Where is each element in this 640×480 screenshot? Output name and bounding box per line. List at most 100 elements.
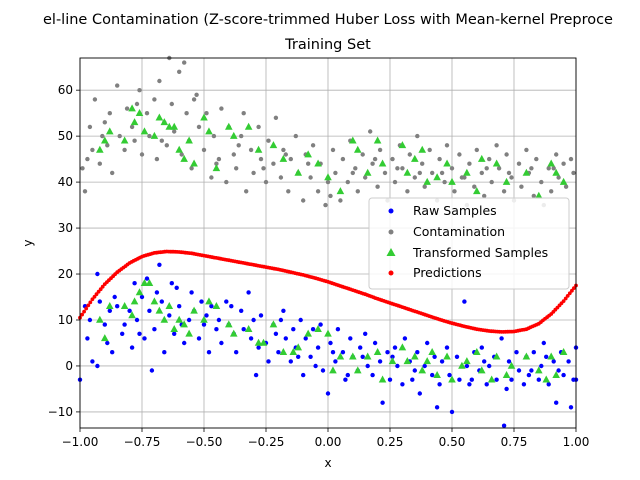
raw-samples-point [90, 359, 95, 364]
x-tick-label: 1.00 [563, 435, 590, 449]
transformed-samples-point [269, 141, 278, 149]
chart-title-line1: el-line Contamination (Z-score-trimmed H… [43, 12, 613, 28]
contamination-point [350, 170, 355, 176]
transformed-samples-point [542, 375, 551, 383]
transformed-samples-point [559, 177, 568, 185]
contamination-point [472, 184, 477, 189]
raw-samples-point [283, 336, 288, 341]
raw-samples-point [246, 290, 251, 295]
transformed-samples-point [477, 366, 486, 374]
contamination-point [554, 152, 559, 157]
transformed-samples-point [259, 338, 268, 346]
raw-samples-point [209, 304, 214, 309]
transformed-samples-point [120, 136, 129, 144]
raw-samples-point [251, 317, 256, 323]
contamination-point [105, 143, 110, 148]
raw-samples-point [521, 382, 527, 387]
transformed-samples-point [160, 118, 169, 126]
contamination-point [132, 138, 137, 143]
raw-samples-point [315, 345, 321, 350]
predictions-point [567, 291, 572, 296]
legend-marker-raw-samples [388, 208, 394, 214]
raw-samples-point [152, 327, 157, 332]
contamination-point [117, 133, 122, 139]
y-tick-label: 50 [58, 129, 73, 143]
raw-samples-point [402, 336, 408, 341]
raw-samples-point [536, 377, 541, 382]
contamination-point [157, 78, 162, 84]
contamination-point [546, 166, 551, 171]
raw-samples-point [162, 350, 167, 355]
contamination-point [506, 170, 512, 176]
raw-samples-point [454, 354, 460, 359]
raw-samples-point [464, 363, 470, 369]
raw-samples-point [551, 359, 556, 364]
raw-samples-point [395, 363, 400, 369]
legend-label-transformed-samples: Transformed Samples [412, 245, 548, 260]
contamination-point [427, 147, 432, 153]
contamination-point [248, 147, 254, 153]
contamination-point [353, 166, 358, 171]
legend-label-contamination: Contamination [413, 224, 505, 239]
contamination-point [509, 175, 514, 180]
contamination-point [325, 179, 331, 185]
raw-samples-point [387, 377, 393, 382]
raw-samples-point [439, 359, 445, 364]
x-axis: −1.00 −0.75 −0.50 −0.25 0.00 0.25 0.50 0.75 1.00 [62, 428, 590, 449]
transformed-samples-point [160, 315, 169, 323]
transformed-samples-point [353, 145, 362, 153]
contamination-point [420, 161, 425, 166]
contamination-point [551, 166, 556, 171]
contamination-point [164, 143, 169, 148]
raw-samples-point [147, 308, 152, 313]
contamination-point [154, 156, 160, 162]
contamination-point [134, 101, 140, 107]
raw-samples-point [482, 359, 487, 364]
contamination-point [333, 170, 338, 176]
contamination-point [263, 179, 269, 185]
y-tick-label: 20 [58, 267, 73, 281]
contamination-point [177, 69, 182, 75]
contamination-point [251, 170, 256, 176]
contamination-point [415, 133, 420, 139]
legend-marker-contamination [388, 229, 394, 235]
raw-samples-point [107, 308, 113, 313]
raw-samples-point [169, 281, 174, 286]
contamination-point [219, 106, 224, 111]
transformed-samples-point [229, 131, 238, 139]
predictions-point [570, 288, 574, 293]
contamination-point [556, 175, 561, 180]
raw-samples-point [159, 299, 164, 304]
transformed-samples-point [473, 347, 481, 355]
transformed-samples-point [423, 177, 431, 185]
transformed-samples-point [336, 187, 345, 195]
transformed-samples-point [130, 297, 139, 305]
predictions-point [80, 312, 84, 317]
transformed-samples-point [140, 279, 149, 287]
transformed-samples-point [225, 320, 233, 328]
transformed-samples-point [378, 375, 387, 383]
contamination-point [489, 179, 494, 185]
raw-samples-point [335, 327, 341, 332]
raw-samples-point [571, 377, 576, 382]
transformed-samples-point [507, 361, 516, 369]
raw-samples-point [216, 317, 222, 323]
legend-label-raw-samples: Raw Samples [413, 203, 497, 218]
contamination-point [283, 152, 288, 157]
transformed-samples-point [170, 324, 179, 332]
raw-samples-point [189, 290, 194, 295]
raw-samples-point [298, 317, 303, 323]
contamination-point [266, 138, 271, 143]
contamination-point [390, 156, 395, 162]
contamination-point [234, 166, 239, 171]
contamination-point [144, 111, 150, 116]
raw-samples-point [566, 359, 571, 364]
transformed-samples-point [418, 366, 427, 374]
transformed-samples-point [105, 127, 114, 135]
y-tick-label: 40 [58, 175, 73, 189]
contamination-point [368, 129, 373, 134]
contamination-point [563, 184, 569, 189]
contamination-point [236, 143, 241, 148]
contamination-point [442, 179, 447, 185]
series-transformed-samples [96, 104, 568, 383]
